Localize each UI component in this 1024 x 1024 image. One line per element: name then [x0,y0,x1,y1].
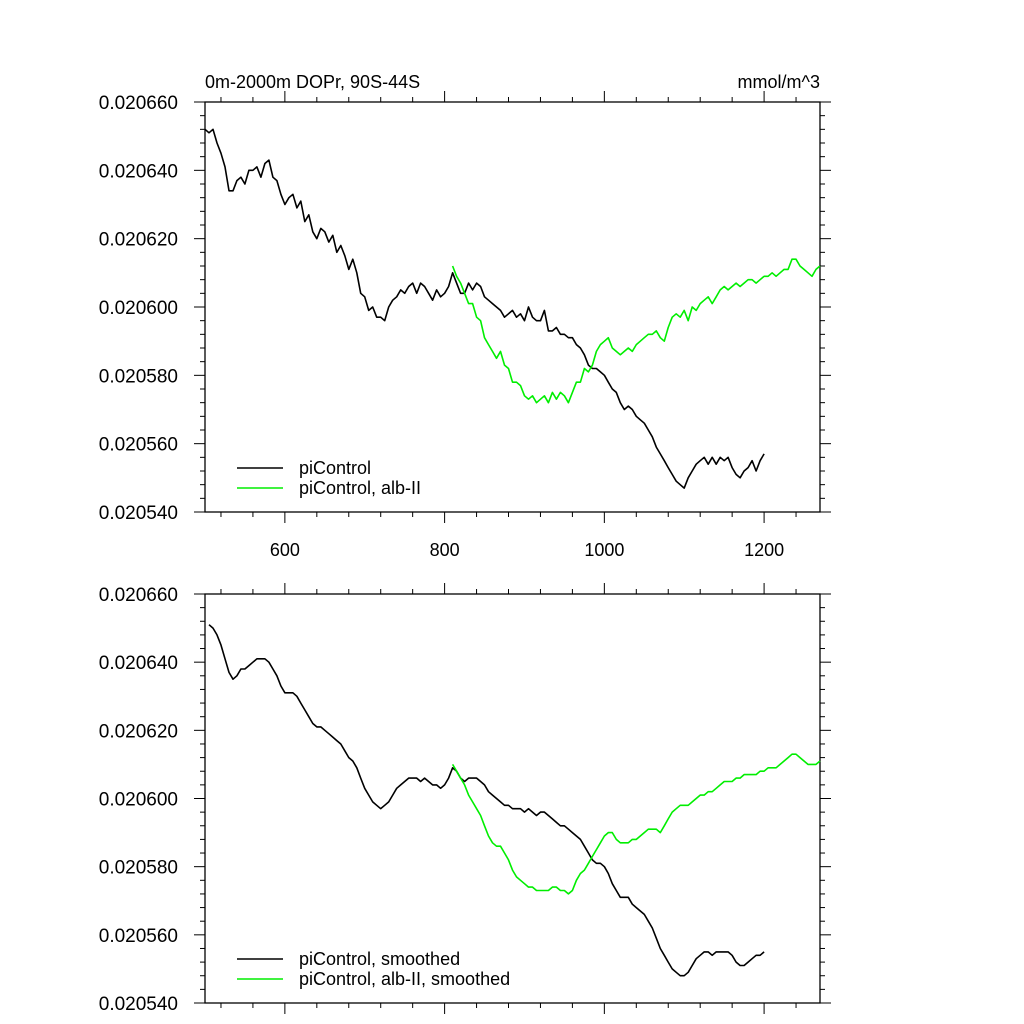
y-tick-label: 0.020580 [99,366,178,387]
plot-frame [204,593,821,1004]
legend-entry: piControl, smoothed [299,949,460,969]
y-tick-label: 0.020660 [99,585,178,606]
legend-entry: piControl, alb-II [299,478,421,498]
chart-panel-2: 0.020540 0.020560 0.020580 0.020600 0.020620… [99,583,831,1015]
legend-entry: piControl, alb-II, smoothed [299,969,510,989]
y-tick-label: 0.020620 [99,230,178,251]
chart-title: 0m-2000m DOPr, 90S-44S [205,72,420,92]
series-line-2 [451,753,821,895]
series-line-2 [451,258,821,404]
y-tick-label: 0.020580 [99,858,178,879]
chart-panel-1: 0m-2000m DOPr, 90S-44S mmol/m^3 600 800 1000… [99,72,831,560]
y-tick-label: 0.020620 [99,721,178,742]
y-tick-label: 0.020540 [99,503,178,524]
y-tick-label: 0.020560 [99,926,178,947]
x-tick-label: 800 [430,540,460,560]
y-tick-label: 0.020540 [99,994,178,1015]
y-tick-label: 0.020600 [99,298,178,319]
x-tick-label: 1200 [744,540,784,560]
y-tick-label: 0.020600 [99,790,178,811]
plot-frame [204,101,821,513]
legend-entry: piControl [299,458,371,478]
units-label: mmol/m^3 [738,72,820,92]
x-tick-label: 1000 [584,540,624,560]
y-tick-label: 0.020640 [99,653,178,674]
x-tick-label: 600 [270,540,300,560]
y-tick-label: 0.020660 [99,93,178,114]
y-tick-label: 0.020560 [99,435,178,456]
y-tick-label: 0.020640 [99,161,178,182]
series-line-1 [204,128,765,489]
series-line-1 [208,624,765,977]
